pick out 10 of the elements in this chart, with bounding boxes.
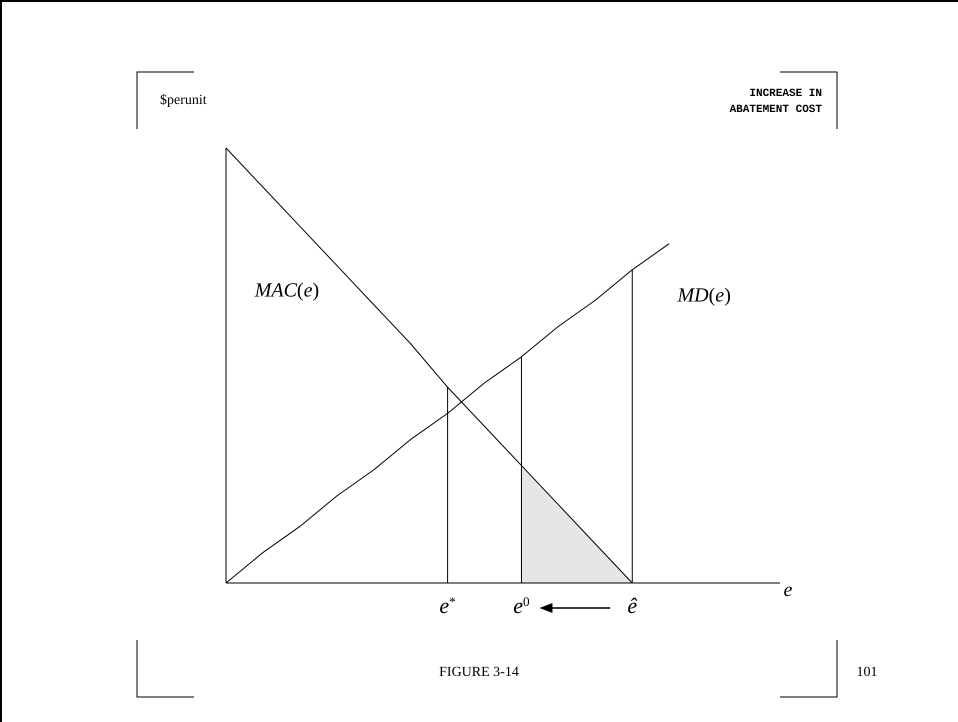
text: INCREASE IN ABATEMENT COST bbox=[730, 88, 822, 116]
series-label: MAC(e) bbox=[254, 279, 320, 302]
series-label: MD(e) bbox=[676, 284, 731, 307]
x-tick-label: ê bbox=[627, 593, 638, 618]
y-axis-title: $perunit bbox=[160, 93, 207, 108]
x-tick-label: e$^{*}$ bbox=[439, 593, 456, 618]
caption: FIGURE 3-14 bbox=[439, 665, 519, 680]
text: 101 bbox=[856, 665, 878, 680]
x-tick-label: e$^{0}$ bbox=[513, 593, 530, 618]
x-axis-title: e bbox=[784, 579, 793, 601]
